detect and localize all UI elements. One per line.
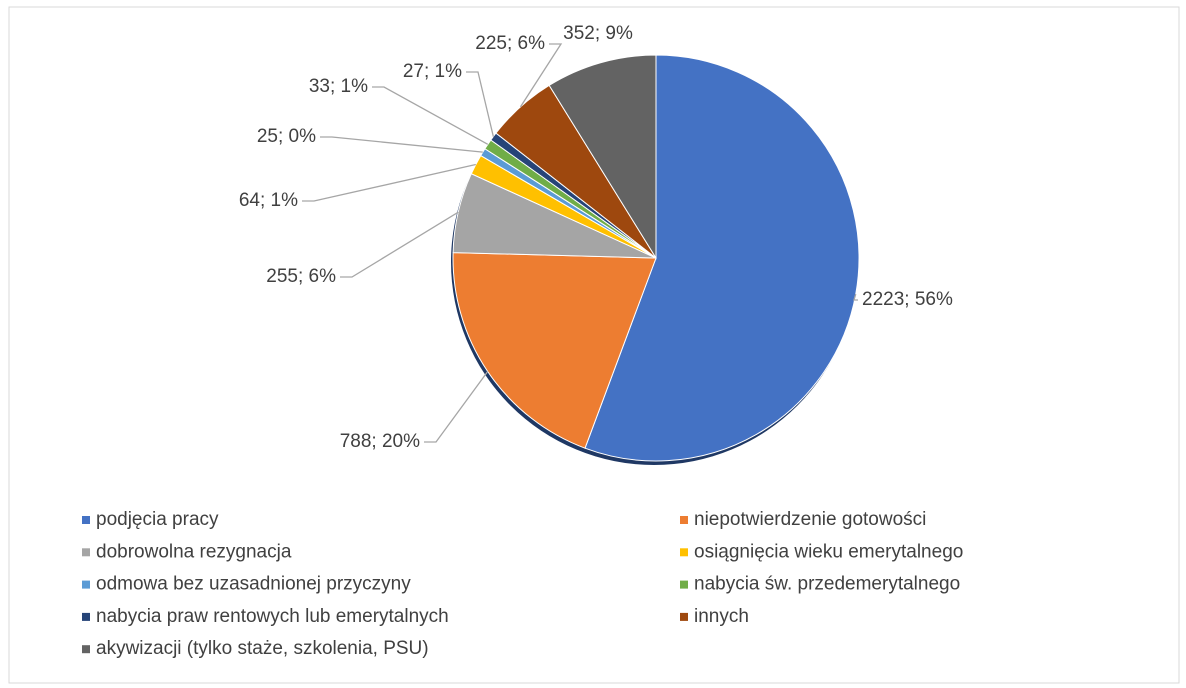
pie-slice	[548, 54, 657, 260]
legend-label: nabycia św. przedemerytalnego	[694, 574, 960, 595]
legend-label: dobrowolna rezygnacja	[96, 541, 292, 562]
legend-label: podjęcia pracy	[96, 509, 219, 530]
data-label: 2223; 56%	[862, 289, 953, 310]
legend-label: nabycia praw rentowych lub emerytalnych	[96, 606, 449, 627]
legend-swatch	[680, 580, 688, 589]
legend-swatch	[680, 516, 688, 524]
leader-line	[372, 86, 489, 145]
legend-swatch	[82, 516, 90, 524]
legend-swatch	[680, 548, 688, 557]
leader-line	[424, 371, 489, 443]
data-label: 33; 1%	[309, 76, 368, 97]
leader-line	[340, 211, 459, 278]
data-label: 352; 9%	[563, 23, 633, 44]
legend-swatch	[680, 612, 688, 621]
legend-swatch	[82, 612, 90, 621]
data-label: 255; 6%	[266, 266, 336, 287]
pie-slice	[452, 252, 657, 449]
pie-slice	[584, 54, 860, 462]
legend-swatch	[82, 580, 90, 589]
legend-label: innych	[694, 606, 749, 627]
leader-line	[466, 71, 494, 137]
leader-line	[519, 43, 563, 108]
legend-label: niepotwierdzenie gotowości	[694, 509, 926, 530]
leader-line	[853, 293, 858, 301]
leader-line	[302, 163, 476, 202]
legend-label: akywizacji (tylko staże, szkolenia, PSU)	[96, 638, 429, 659]
legend-swatch	[82, 645, 90, 654]
data-label: 225; 6%	[475, 33, 545, 54]
data-label: 27; 1%	[403, 61, 462, 82]
data-label: 25; 0%	[257, 126, 316, 147]
legend-label: osiągnięcia wieku emerytalnego	[694, 541, 963, 562]
legend-swatch	[82, 548, 90, 557]
legend-label: odmowa bez uzasadnionej przyczyny	[96, 574, 411, 595]
data-label: 64; 1%	[239, 190, 298, 211]
leader-line	[320, 136, 483, 153]
data-label: 788; 20%	[340, 431, 420, 452]
